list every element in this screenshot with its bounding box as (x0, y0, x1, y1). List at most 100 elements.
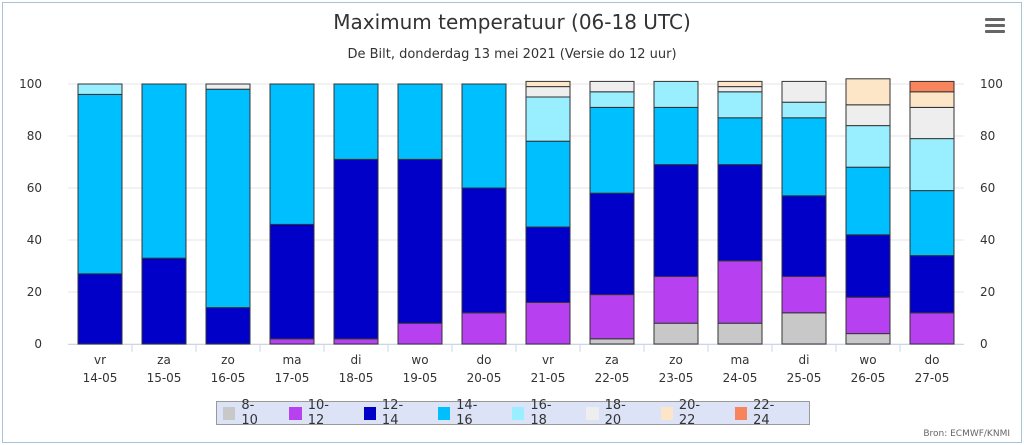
legend-item-12-14[interactable]: 12-14 (363, 398, 418, 428)
legend-swatch (289, 406, 302, 420)
x-tick-label-date: 23-05 (659, 371, 694, 385)
bar-segment-10-12 (845, 296, 891, 335)
bar-segment-14-16 (589, 106, 635, 194)
legend-item-18-20[interactable]: 18-20 (586, 398, 640, 428)
x-tick-label-day: do (925, 353, 940, 367)
bar-segment-10-12 (333, 338, 379, 345)
bar-segment-8-10 (653, 322, 699, 345)
bar-segment-22-24 (909, 80, 955, 93)
bar-segment-12-14 (333, 158, 379, 340)
x-tick-label-date: 26-05 (851, 371, 886, 385)
bar-segment-20-22 (845, 78, 891, 106)
bar-segment-8-10 (845, 333, 891, 345)
bar-segment-8-10 (781, 312, 827, 345)
legend-item-10-12[interactable]: 10-12 (289, 398, 343, 428)
legend-label: 22-24 (753, 398, 775, 428)
bar-segment-10-12 (397, 322, 443, 345)
x-tick-label-day: vr (94, 353, 106, 367)
bar-segment-14-16 (717, 117, 763, 166)
bar-segment-18-20 (589, 80, 635, 93)
x-tick-label-day: zo (669, 353, 683, 367)
legend-swatch (512, 406, 525, 420)
x-tick-label-day: do (477, 353, 492, 367)
bar-segment-12-14 (525, 226, 571, 303)
bar-segment-12-14 (589, 192, 635, 296)
y-tick-label-right: 40 (980, 233, 995, 247)
x-tick-label-date: 22-05 (595, 371, 630, 385)
bar-segment-16-18 (525, 96, 571, 142)
bar-segment-20-22 (525, 80, 571, 88)
hamburger-menu-icon[interactable] (985, 18, 1005, 36)
bar-segment-20-22 (909, 91, 955, 108)
bar-segment-16-18 (717, 91, 763, 119)
chart-title: Maximum temperatuur (06-18 UTC) (333, 10, 691, 34)
bar-segment-20-22 (717, 80, 763, 88)
bar-segment-14-16 (781, 117, 827, 197)
bar-segment-10-12 (269, 338, 315, 345)
bar-segment-16-18 (909, 138, 955, 192)
x-tick-label-date: 15-05 (147, 371, 182, 385)
bar-segment-18-20 (525, 86, 571, 98)
bar-segment-14-16 (333, 83, 379, 160)
legend-item-16-18[interactable]: 16-18 (512, 398, 566, 428)
bar-segment-18-20 (781, 80, 827, 103)
y-tick-label-left: 80 (27, 129, 42, 143)
bar-segment-18-20 (205, 83, 251, 90)
x-tick-label-day: wo (859, 353, 876, 367)
y-tick-label-left: 40 (27, 233, 42, 247)
legend-label: 18-20 (604, 398, 626, 428)
x-tick-label-date: 24-05 (723, 371, 758, 385)
bar-segment-12-14 (205, 307, 251, 345)
x-tick-label-day: di (351, 353, 362, 367)
bar-segment-16-18 (653, 80, 699, 108)
bar-segment-10-12 (461, 312, 507, 345)
legend-label: 20-22 (678, 398, 701, 428)
bar-segment-14-16 (461, 83, 507, 189)
y-tick-label-right: 60 (980, 181, 995, 195)
bar-segment-12-14 (909, 255, 955, 314)
legend-swatch (660, 406, 673, 420)
y-tick-label-right: 0 (980, 337, 988, 351)
bar-segment-12-14 (461, 187, 507, 314)
bar-segment-14-16 (653, 106, 699, 166)
legend-item-8-10[interactable]: 8-10 (223, 398, 269, 428)
bar-segment-10-12 (589, 294, 635, 340)
bar-segment-12-14 (781, 195, 827, 277)
x-tick-label-date: 27-05 (915, 371, 950, 385)
legend-label: 14-16 (456, 398, 478, 428)
bar-segment-16-18 (845, 125, 891, 168)
legend-swatch (437, 406, 451, 420)
bar-segment-12-14 (269, 223, 315, 340)
y-tick-label-right: 100 (980, 77, 1003, 91)
legend-swatch (734, 406, 748, 420)
x-tick-label-day: wo (411, 353, 428, 367)
chart-credits: Bron: ECMWF/KNMI (923, 429, 1010, 439)
legend-swatch (363, 406, 376, 420)
bar-segment-12-14 (717, 164, 763, 262)
x-tick-label-date: 21-05 (531, 371, 566, 385)
bar-segment-10-12 (717, 260, 763, 324)
bar-segment-12-14 (653, 164, 699, 277)
bar-segment-14-16 (141, 83, 187, 259)
x-tick-label-date: 14-05 (83, 371, 118, 385)
x-tick-label-date: 16-05 (211, 371, 246, 385)
legend-item-22-24[interactable]: 22-24 (734, 398, 789, 428)
legend-label: 10-12 (307, 398, 329, 428)
y-tick-label-right: 20 (980, 285, 995, 299)
legend-label: 12-14 (381, 398, 404, 428)
chart-legend: 8-10 10-12 12-14 14-16 16-18 18-20 20-22 22-24 (216, 398, 810, 428)
legend-swatch (586, 406, 599, 420)
y-tick-label-left: 0 (34, 337, 42, 351)
legend-item-14-16[interactable]: 14-16 (437, 398, 492, 428)
bar-segment-16-18 (77, 83, 123, 95)
bar-segment-16-18 (589, 91, 635, 108)
bar-segment-18-20 (845, 104, 891, 127)
y-tick-label-left: 20 (27, 285, 42, 299)
bar-segment-10-12 (909, 312, 955, 345)
legend-swatch (223, 406, 236, 420)
bar-segment-12-14 (141, 257, 187, 345)
x-tick-label-date: 25-05 (787, 371, 822, 385)
bar-segment-14-16 (205, 88, 251, 309)
bar-segment-14-16 (525, 140, 571, 228)
legend-item-20-22[interactable]: 20-22 (660, 398, 715, 428)
